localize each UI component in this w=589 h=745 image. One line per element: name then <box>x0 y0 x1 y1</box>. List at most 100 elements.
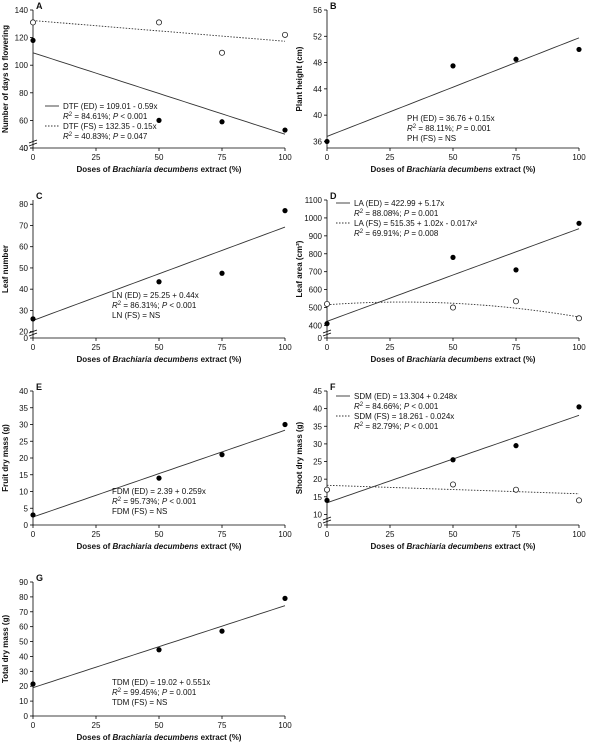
x-tick-label: 0 <box>325 530 330 539</box>
legend-stats: R2 = 86.31%; P < 0.001 <box>112 301 197 310</box>
y-tick-label: 50 <box>19 638 28 647</box>
fit-line-ed <box>326 228 580 322</box>
p-symbol: P <box>113 112 119 121</box>
r2-value: = 88.08%; <box>363 209 404 218</box>
y-tick-label: 100 <box>15 61 29 70</box>
p-value: = 0.001 <box>167 688 197 697</box>
axis-break-mark <box>322 332 332 337</box>
data-point-ed <box>450 254 456 260</box>
legend-stats: R2 = 69.91%; P = 0.008 <box>354 229 439 238</box>
y-tick-label: 25 <box>19 437 28 446</box>
fit-line-ed <box>32 605 286 689</box>
legend-stats: R2 = 82.79%; P < 0.001 <box>354 422 439 431</box>
p-symbol: P <box>404 402 410 411</box>
x-tick-label: 0 <box>31 721 36 730</box>
x-tick-label: 50 <box>155 721 164 730</box>
data-point-ed <box>324 138 330 145</box>
x-tick-label: 25 <box>92 721 101 730</box>
x-tick-label: 0 <box>325 153 330 162</box>
y-tick-label: 45 <box>313 387 322 396</box>
data-point-ed <box>282 421 288 428</box>
y-tick-label: 5 <box>24 504 29 513</box>
data-point-fs <box>576 497 583 504</box>
axis-break-mark <box>28 329 38 334</box>
x-tick-label: 75 <box>218 343 227 352</box>
r-symbol: R <box>112 688 118 697</box>
fit-line-ed <box>32 429 286 518</box>
x-axis-title-part: Doses of <box>77 165 113 174</box>
x-axis-title: Doses of Brachiaria decumbens extract (%… <box>371 355 536 364</box>
x-axis-title-part: extract (%) <box>198 355 241 364</box>
y-tick-label: 120 <box>15 34 29 43</box>
panel-g: G 0 25 50 75 100 0 10 20 30 40 50 60 70 80 90 Doses of B… <box>1 573 292 742</box>
data-point-ed <box>219 452 225 458</box>
data-point-fs <box>281 31 288 38</box>
data-point-ed <box>30 681 36 687</box>
y-tick-label: 35 <box>313 422 322 431</box>
p-symbol: P <box>162 301 168 310</box>
x-tick-label: 0 <box>31 343 36 352</box>
y-tick-label: 15 <box>19 471 28 480</box>
legend-stats: R2 = 84.61%; P < 0.001 <box>63 112 148 121</box>
p-symbol: P <box>113 132 119 141</box>
data-point-fs <box>155 19 162 26</box>
panel-letter: F <box>330 382 336 392</box>
x-axis-title: Doses of Brachiaria decumbens extract (%… <box>371 165 536 174</box>
panel-d: D0 25 50 75 100040050060070080090010001100Do… <box>295 191 586 364</box>
legend-stats: R2 = 88.11%; P = 0.001 <box>407 124 491 133</box>
x-axis-title-species: Brachiaria decumbens <box>407 165 493 174</box>
legend-equation: LN (ED) = 25.25 + 0.44x <box>112 291 199 300</box>
y-axis-title: Plant height (cm) <box>295 46 304 111</box>
x-axis-title-part: extract (%) <box>492 165 535 174</box>
x-tick-label: 100 <box>278 153 292 162</box>
y-axis-title: Number of days to flowering <box>1 25 10 133</box>
y-tick-label: 800 <box>309 250 323 259</box>
y-tick-label: 600 <box>309 286 323 295</box>
superscript: 2 <box>360 209 364 215</box>
y-tick-label: 30 <box>19 306 28 315</box>
legend-equation: PH (ED) = 36.76 + 0.15x <box>407 114 495 123</box>
legend-equation: LN (FS) = NS <box>112 311 160 320</box>
data-point-ed <box>156 117 162 123</box>
r-symbol: R <box>407 124 413 133</box>
x-axis-title-part: Doses of <box>77 733 113 742</box>
y-tick-label: 40 <box>19 652 28 661</box>
p-value: = 0.001 <box>409 209 439 218</box>
y-tick-label: 80 <box>19 89 28 98</box>
data-point-ed <box>30 37 36 43</box>
legend-stats: R2 = 88.08%; P = 0.001 <box>354 209 439 218</box>
p-value: < 0.001 <box>409 422 439 431</box>
y-axis-title: Fruit dry mass (g) <box>1 424 10 492</box>
p-symbol: P <box>404 422 410 431</box>
y-tick-label: 0 <box>24 334 29 343</box>
y-tick-label: 48 <box>313 59 322 68</box>
x-axis-title: Doses of Brachiaria decumbens extract (%… <box>77 355 242 364</box>
y-axis-title: Leaf area (cm²) <box>295 240 304 297</box>
p-value: < 0.001 <box>409 402 439 411</box>
x-tick-label: 100 <box>278 343 292 352</box>
fit-line-fs <box>326 484 580 495</box>
superscript: 2 <box>118 497 122 503</box>
legend-equation: SDM (FS) = 18.261 - 0.024x <box>354 412 454 421</box>
r-symbol: R <box>112 301 118 310</box>
x-axis-title-species: Brachiaria decumbens <box>113 165 199 174</box>
r-symbol: R <box>354 402 360 411</box>
legend-equation: TDM (ED) = 19.02 + 0.551x <box>112 678 210 687</box>
p-symbol: P <box>404 229 410 238</box>
y-tick-label: 40 <box>313 405 322 414</box>
y-tick-label: 15 <box>313 493 322 502</box>
data-point-ed <box>282 127 288 133</box>
y-tick-label: 1000 <box>304 214 322 223</box>
r2-value: = 40.83%; <box>72 132 113 141</box>
x-tick-label: 0 <box>325 343 330 352</box>
data-point-ed <box>30 316 36 322</box>
y-tick-label: 0 <box>24 712 29 721</box>
data-point-ed <box>513 267 519 273</box>
y-tick-label: 700 <box>309 268 323 277</box>
x-tick-label: 75 <box>218 530 227 539</box>
data-point-ed <box>219 628 225 634</box>
x-axis-title-species: Brachiaria decumbens <box>113 542 199 551</box>
y-tick-label: 30 <box>19 667 28 676</box>
legend-equation: LA (FS) = 515.35 + 1.02x - 0.017x² <box>354 219 478 228</box>
